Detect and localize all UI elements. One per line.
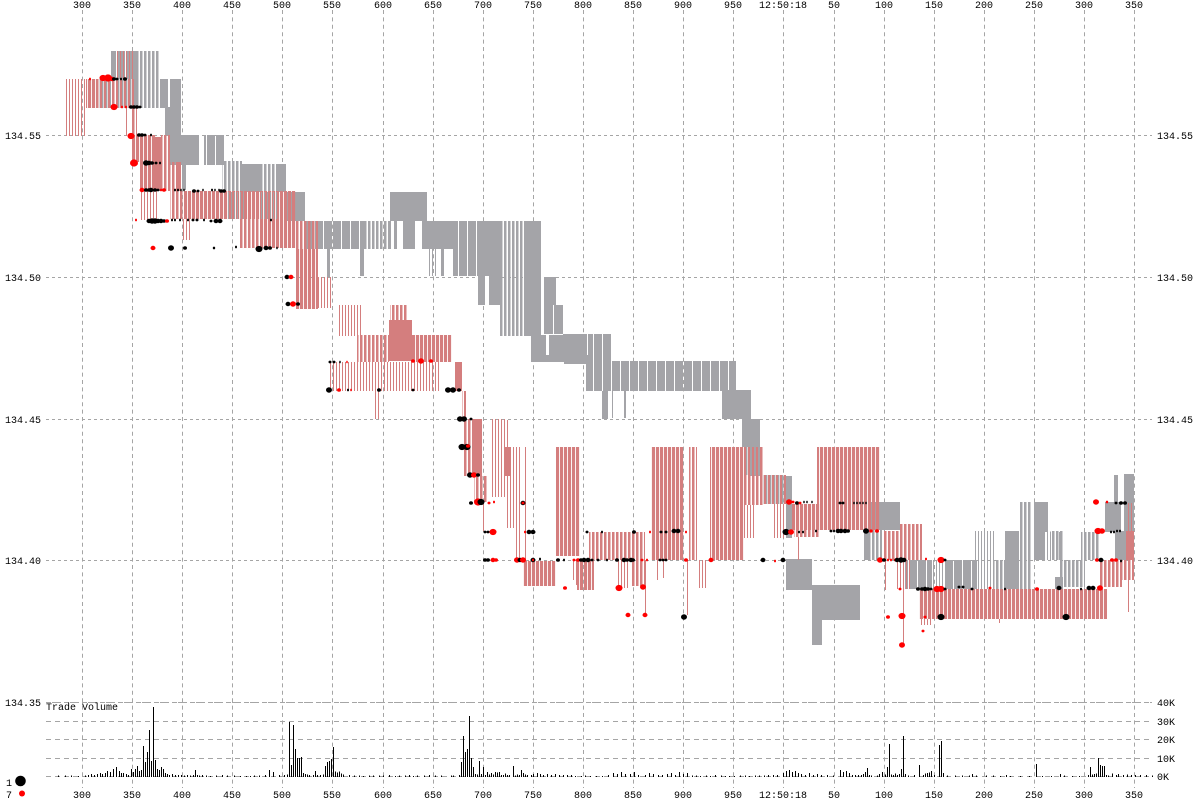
svg-text:7: 7 (6, 791, 12, 800)
svg-text:850: 850 (624, 1, 642, 12)
svg-text:134.55: 134.55 (5, 132, 41, 143)
svg-text:50: 50 (828, 1, 840, 12)
svg-text:12:50:18: 12:50:18 (759, 1, 807, 12)
svg-text:450: 450 (223, 1, 241, 12)
svg-text:300: 300 (73, 791, 91, 800)
svg-text:950: 950 (724, 1, 742, 12)
svg-text:0K: 0K (1157, 773, 1169, 784)
svg-text:134.50: 134.50 (5, 274, 41, 285)
svg-text:600: 600 (374, 1, 392, 12)
svg-text:250: 250 (1025, 791, 1043, 800)
svg-text:350: 350 (1125, 791, 1143, 800)
svg-text:950: 950 (724, 791, 742, 800)
svg-text:450: 450 (223, 791, 241, 800)
svg-text:Trade Volume: Trade Volume (46, 702, 118, 714)
svg-text:300: 300 (1075, 791, 1093, 800)
svg-text:10K: 10K (1157, 755, 1175, 766)
svg-text:550: 550 (323, 1, 341, 12)
svg-text:750: 750 (524, 791, 542, 800)
svg-text:700: 700 (474, 791, 492, 800)
svg-text:350: 350 (123, 1, 141, 12)
svg-text:134.45: 134.45 (1157, 416, 1193, 427)
svg-text:134.45: 134.45 (5, 416, 41, 427)
svg-text:134.55: 134.55 (1157, 132, 1193, 143)
svg-text:500: 500 (273, 1, 291, 12)
svg-text:700: 700 (474, 1, 492, 12)
svg-text:400: 400 (173, 1, 191, 12)
svg-text:650: 650 (424, 791, 442, 800)
svg-text:100: 100 (875, 791, 893, 800)
svg-text:800: 800 (574, 1, 592, 12)
svg-text:40K: 40K (1157, 699, 1175, 710)
svg-text:200: 200 (975, 791, 993, 800)
svg-text:550: 550 (323, 791, 341, 800)
svg-text:900: 900 (674, 1, 692, 12)
svg-text:300: 300 (73, 1, 91, 12)
svg-text:650: 650 (424, 1, 442, 12)
svg-text:100: 100 (875, 1, 893, 12)
svg-text:134.35: 134.35 (5, 699, 41, 710)
svg-text:50: 50 (828, 791, 840, 800)
svg-text:20K: 20K (1157, 736, 1175, 747)
svg-text:800: 800 (574, 791, 592, 800)
svg-text:600: 600 (374, 791, 392, 800)
svg-text:850: 850 (624, 791, 642, 800)
svg-text:12:50:18: 12:50:18 (759, 791, 807, 800)
svg-text:300: 300 (1075, 1, 1093, 12)
svg-text:150: 150 (925, 1, 943, 12)
svg-text:750: 750 (524, 1, 542, 12)
svg-text:134.40: 134.40 (1157, 557, 1193, 568)
svg-text:350: 350 (1125, 1, 1143, 12)
svg-text:1: 1 (6, 779, 12, 790)
svg-text:400: 400 (173, 791, 191, 800)
svg-text:200: 200 (975, 1, 993, 12)
svg-text:134.40: 134.40 (5, 557, 41, 568)
svg-text:30K: 30K (1157, 718, 1175, 729)
svg-text:150: 150 (925, 791, 943, 800)
svg-text:134.50: 134.50 (1157, 274, 1193, 285)
svg-text:250: 250 (1025, 1, 1043, 12)
svg-text:900: 900 (674, 791, 692, 800)
svg-text:350: 350 (123, 791, 141, 800)
svg-text:500: 500 (273, 791, 291, 800)
